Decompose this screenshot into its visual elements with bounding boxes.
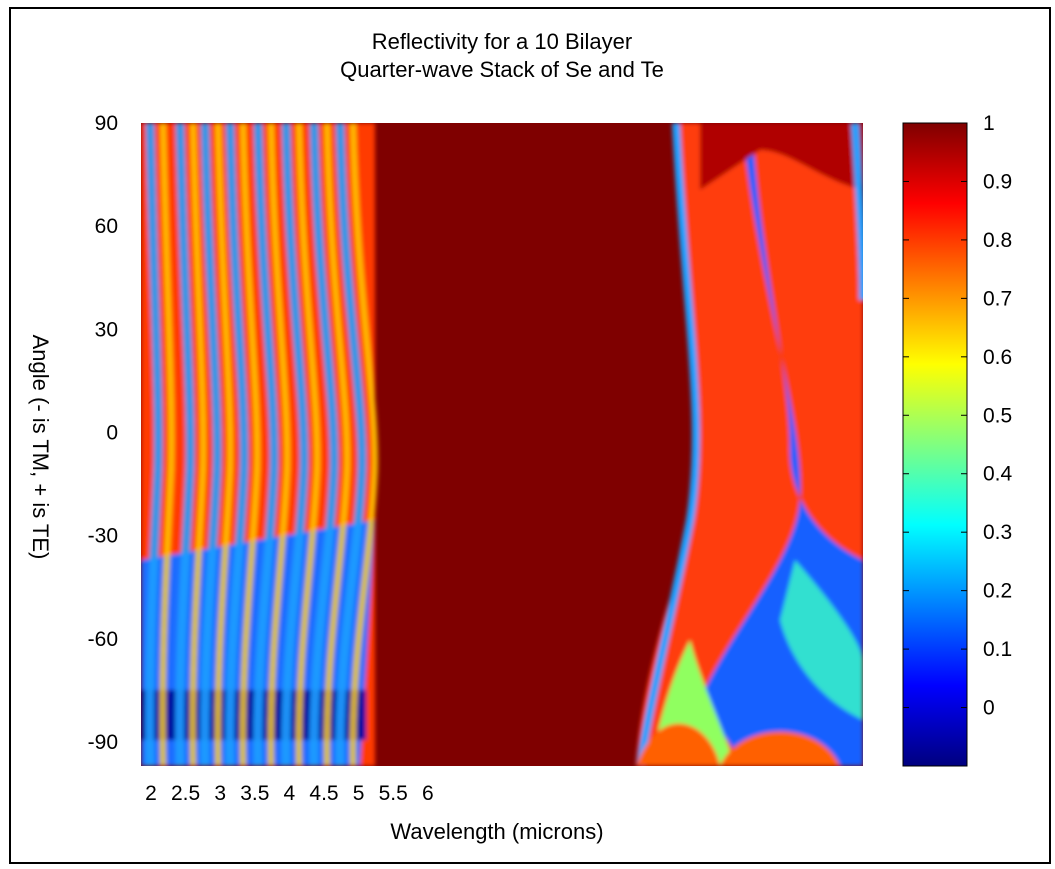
chart-title-line-2: Quarter-wave Stack of Se and Te bbox=[340, 57, 664, 82]
colorbar-axis: 1 0.9 0.8 0.7 0.6 0.5 0.4 0.3 0.2 0.1 0 bbox=[903, 112, 1013, 720]
colorbar-tick-label: 0.1 bbox=[983, 638, 1012, 661]
fringe-band-blue bbox=[851, 123, 863, 301]
x-tick-label: 5 bbox=[353, 782, 365, 805]
fringe-band-blue bbox=[309, 123, 339, 766]
x-tick-label: 2.5 bbox=[171, 782, 200, 805]
x-tick-label: 6 bbox=[422, 782, 434, 805]
colorbar bbox=[902, 122, 968, 767]
fringe-band-blue bbox=[200, 123, 222, 766]
y-axis-label: Angle (- is TM, + is TE) bbox=[28, 335, 53, 560]
fringe-band-yellow bbox=[214, 123, 234, 766]
fringe-band-yellow bbox=[189, 123, 207, 766]
right-cyan-band bbox=[780, 560, 863, 720]
x-tick-label: 3.5 bbox=[240, 782, 269, 805]
chart-title-line-1: Reflectivity for a 10 Bilayer bbox=[372, 29, 632, 54]
x-tick-label: 5.5 bbox=[379, 782, 408, 805]
colorbar-tick-label: 0.9 bbox=[983, 170, 1012, 193]
y-tick-label: -60 bbox=[88, 628, 118, 651]
y-tick-label: -30 bbox=[88, 525, 118, 548]
colorbar-tick-label: 0.3 bbox=[983, 521, 1012, 544]
fringe-band-blue bbox=[225, 123, 249, 766]
colorbar-tick-label: 0.7 bbox=[983, 287, 1012, 310]
fringe-band-blue bbox=[175, 123, 195, 766]
y-tick-label: 60 bbox=[95, 215, 118, 238]
y-tick-label: 90 bbox=[95, 112, 118, 135]
colorbar-tick-label: 0.8 bbox=[983, 229, 1012, 252]
x-tick-label: 3 bbox=[214, 782, 226, 805]
fringe-band-blue bbox=[145, 123, 163, 766]
y-axis: 90 60 30 0 -30 -60 -90 bbox=[88, 112, 118, 754]
x-tick-label: 4.5 bbox=[309, 782, 338, 805]
x-tick-label: 2 bbox=[145, 782, 157, 805]
fringe-bands-right bbox=[636, 123, 863, 766]
x-axis: 2 2.5 3 3.5 4 4.5 5 5.5 6 bbox=[145, 782, 433, 805]
right-bottom-arcs bbox=[636, 723, 840, 766]
colorbar-tick-label: 0.4 bbox=[983, 463, 1013, 486]
fringe-band-blue bbox=[281, 123, 309, 766]
fringe-band-blue bbox=[636, 123, 700, 766]
x-tick-label: 4 bbox=[284, 782, 296, 805]
fringe-band-yellow bbox=[349, 123, 379, 766]
fringe-bands-left bbox=[145, 123, 379, 766]
fringe-band-yellow bbox=[159, 123, 175, 766]
y-tick-label: 30 bbox=[95, 318, 118, 341]
fringe-band-blue bbox=[335, 123, 367, 766]
colorbar-tick-label: 0 bbox=[983, 697, 995, 720]
fringe-band-yellow bbox=[323, 123, 351, 766]
fringe-band-blue bbox=[253, 123, 279, 766]
y-tick-label: 0 bbox=[106, 421, 118, 444]
fringe-band-yellow bbox=[239, 123, 261, 766]
y-tick-label: -90 bbox=[88, 731, 118, 754]
right-top-dark bbox=[700, 123, 863, 190]
colorbar-tick-label: 1 bbox=[983, 112, 995, 135]
figure-border bbox=[9, 7, 1051, 864]
x-axis-label: Wavelength (microns) bbox=[390, 819, 603, 844]
fringe-band-yellow bbox=[267, 123, 291, 766]
heatmap-plot bbox=[141, 123, 863, 766]
colorbar-tick-label: 0.6 bbox=[983, 346, 1012, 369]
colorbar-tick-label: 0.2 bbox=[983, 580, 1012, 603]
colorbar-tick-label: 0.5 bbox=[983, 404, 1012, 427]
fringe-band-yellow bbox=[295, 123, 321, 766]
